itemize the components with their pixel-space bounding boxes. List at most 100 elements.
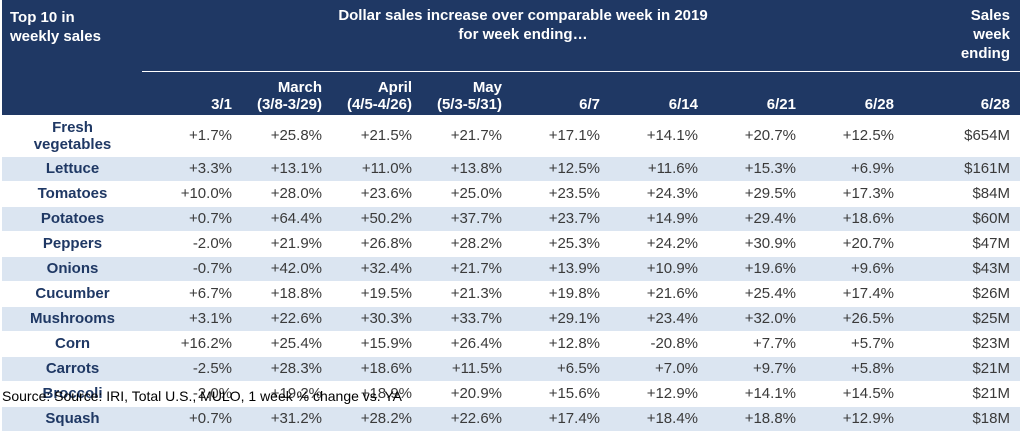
row-label-line-1: Lettuce [45,160,100,177]
change-cell: +7.7% [708,331,806,357]
change-cell: +6.5% [512,356,610,382]
change-cell: -20.8% [610,331,708,357]
change-cell: +25.8% [242,115,332,157]
change-cell: +21.5% [332,115,422,157]
column-header-line-2: 6/14 [668,96,698,113]
change-cell: +13.8% [422,156,512,182]
change-cell: +33.7% [422,306,512,332]
change-cell: +11.5% [422,356,512,382]
row-label-line-1: Carrots [45,360,100,377]
column-header-line-2: (3/8-3/29) [256,96,322,113]
row-label: Potatoes [2,206,142,232]
sales-line-1: Sales [970,7,1010,24]
source-note: Source: Source: IRI, Total U.S., MULO, 1… [2,388,402,404]
row-label-line-1: Broccoli [42,385,103,402]
row-label: Lettuce [2,156,142,182]
change-cell: +21.9% [242,231,332,257]
change-cell: +6.9% [806,156,904,182]
sales-cell: $43M [904,256,1020,282]
column-header: March (3/8-3/29) [242,71,332,115]
change-cell: +23.6% [332,181,422,207]
change-cell: +19.8% [512,281,610,307]
change-cell: +14.1% [610,115,708,157]
change-cell: +28.2% [422,231,512,257]
change-cell: +50.2% [332,206,422,232]
change-cell: +28.2% [332,406,422,432]
sales-line-2: week [973,26,1010,43]
change-cell: +18.6% [332,356,422,382]
change-cell: +17.4% [512,406,610,432]
change-cell: +12.5% [806,115,904,157]
change-cell: +25.0% [422,181,512,207]
sales-cell: $21M [904,381,1020,407]
sales-cell: $161M [904,156,1020,182]
sales-cell: $25M [904,306,1020,332]
change-cell: +29.5% [708,181,806,207]
change-cell: +25.4% [242,331,332,357]
change-cell: +22.6% [422,406,512,432]
row-label: Fresh vegetables [2,115,142,157]
row-label-line-1: Mushrooms [29,310,115,327]
column-header-line-1: May [472,79,502,96]
row-label-line-1: Fresh [52,118,93,136]
change-cell: +28.0% [242,181,332,207]
change-cell: +0.7% [142,406,242,432]
row-label-line-1: Potatoes [40,210,105,227]
table-row: Broccoli -2.0% +19.2% +18.9% +20.9% +15.6% +12… [2,381,1020,407]
change-cell: +21.7% [422,115,512,157]
change-cell: +11.6% [610,156,708,182]
change-cell: +0.7% [142,206,242,232]
table-title: Dollar sales increase over comparable we… [142,0,904,72]
column-header: 6/21 [708,71,806,115]
row-label: Mushrooms [2,306,142,332]
change-cell: +17.1% [512,115,610,157]
table-row: Squash +0.7% +31.2% +28.2% +22.6% +17.4% +18.4… [2,406,1020,432]
change-cell: +10.9% [610,256,708,282]
change-cell: +18.9% [332,381,422,407]
change-cell: +32.0% [708,306,806,332]
change-cell: +12.8% [512,331,610,357]
column-header-line-2: 6/28 [864,96,894,113]
change-cell: +37.7% [422,206,512,232]
change-cell: +21.7% [422,256,512,282]
change-cell: +29.4% [708,206,806,232]
change-cell: +12.9% [610,381,708,407]
change-cell: +17.4% [806,281,904,307]
change-cell: -2.0% [142,231,242,257]
change-cell: +21.3% [422,281,512,307]
change-cell: +14.9% [610,206,708,232]
row-label-line-1: Peppers [42,235,103,252]
sales-cell: $47M [904,231,1020,257]
column-header-line-1: March [277,79,322,96]
row-label: Tomatoes [2,181,142,207]
title-line-1: Dollar sales increase over comparable we… [338,7,708,24]
row-label: Peppers [2,231,142,257]
column-header: April (4/5-4/26) [332,71,422,115]
row-label: Broccoli [2,381,142,407]
change-cell: +21.6% [610,281,708,307]
table-row: Potatoes +0.7% +64.4% +50.2% +37.7% +23.7% +14… [2,206,1020,232]
change-cell: +30.9% [708,231,806,257]
column-header: 6/7 [512,71,610,115]
change-cell: +18.8% [708,406,806,432]
column-header: 6/28 [806,71,904,115]
row-label-line-1: Cucumber [35,285,110,302]
change-cell: +12.9% [806,406,904,432]
column-header-line-1: April [377,79,412,96]
sales-cell: $654M [904,115,1020,157]
change-cell: +13.1% [242,156,332,182]
row-label: Carrots [2,356,142,382]
sales-cell: $26M [904,281,1020,307]
change-cell: +19.5% [332,281,422,307]
change-cell: +10.0% [142,181,242,207]
column-header-line-2: 6/21 [766,96,796,113]
change-cell: +14.5% [806,381,904,407]
change-cell: +26.8% [332,231,422,257]
column-header-line-2: (4/5-4/26) [346,96,412,113]
column-header-row: 3/1 March (3/8-3/29) April (4/5-4/26) May (5/3… [2,71,1020,115]
change-cell: +26.4% [422,331,512,357]
change-cell: +17.3% [806,181,904,207]
change-cell: +3.1% [142,306,242,332]
